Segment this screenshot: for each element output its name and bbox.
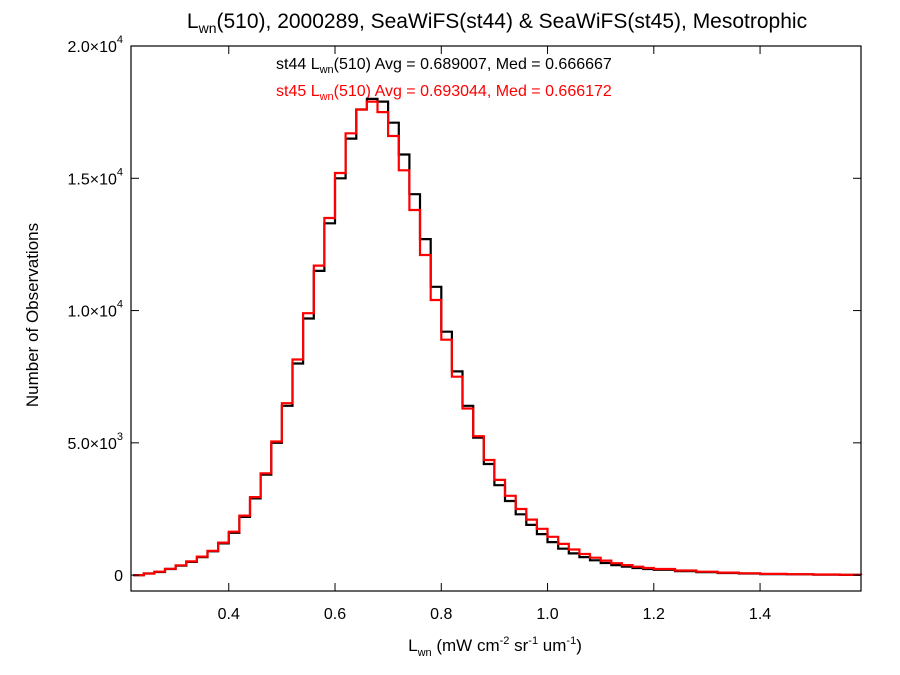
y-tick-label: 1.0×104 bbox=[67, 299, 123, 321]
x-axis-label-part: -1 bbox=[566, 635, 576, 647]
x-axis-label-part: um bbox=[538, 636, 566, 655]
plot-frame bbox=[130, 45, 862, 592]
y-tick-mantissa: 1.5×10 bbox=[67, 171, 116, 188]
y-tick-mantissa: 0 bbox=[114, 568, 123, 585]
y-tick-label: 5.0×103 bbox=[67, 431, 123, 453]
y-tick-label: 0 bbox=[114, 568, 123, 585]
x-axis-label-part: wn bbox=[417, 647, 432, 659]
x-tick-label: 1.2 bbox=[643, 606, 665, 623]
x-axis-label-part: L bbox=[408, 636, 417, 655]
x-axis-label-part: ) bbox=[576, 636, 582, 655]
x-tick-label: 1.0 bbox=[536, 606, 558, 623]
y-tick-exponent: 4 bbox=[117, 299, 123, 311]
chart-title: Lwn(510), 2000289, SeaWiFS(st44) & SeaWi… bbox=[187, 10, 807, 36]
y-tick-label: 1.5×104 bbox=[67, 166, 123, 188]
annotation-st45: st45 Lwn(510) Avg = 0.693044, Med = 0.66… bbox=[276, 83, 612, 103]
y-tick-exponent: 3 bbox=[117, 431, 123, 443]
x-axis-label-part: -1 bbox=[528, 635, 538, 647]
y-axis-label: Number of Observations bbox=[23, 223, 42, 407]
y-tick-mantissa: 2.0×10 bbox=[67, 39, 116, 56]
x-axis-label-part: (mW cm bbox=[432, 636, 500, 655]
ticks-layer: 0.4 0.6 0.8 1.0 1.2 1.405.0×1031.0×1041.5×104… bbox=[67, 34, 861, 623]
x-axis-label-part: sr bbox=[509, 636, 528, 655]
series-layer bbox=[133, 97, 863, 577]
y-tick-label: 2.0×104 bbox=[67, 34, 123, 56]
annotation-st44: st44 Lwn(510) Avg = 0.689007, Med = 0.66… bbox=[276, 56, 612, 76]
y-tick-mantissa: 1.0×10 bbox=[67, 304, 116, 321]
y-tick-exponent: 4 bbox=[117, 166, 123, 178]
x-tick-label: 1.4 bbox=[749, 606, 771, 623]
x-tick-label: 0.6 bbox=[324, 606, 346, 623]
x-tick-label: 0.4 bbox=[218, 606, 240, 623]
y-tick-mantissa: 5.0×10 bbox=[67, 436, 116, 453]
x-axis-label: Lwn (mW cm-2 sr-1 um-1) bbox=[408, 635, 582, 659]
x-tick-label: 0.8 bbox=[430, 606, 452, 623]
x-axis-label-part: -2 bbox=[500, 635, 510, 647]
y-tick-exponent: 4 bbox=[117, 34, 123, 46]
series-line-st45 bbox=[133, 100, 863, 577]
